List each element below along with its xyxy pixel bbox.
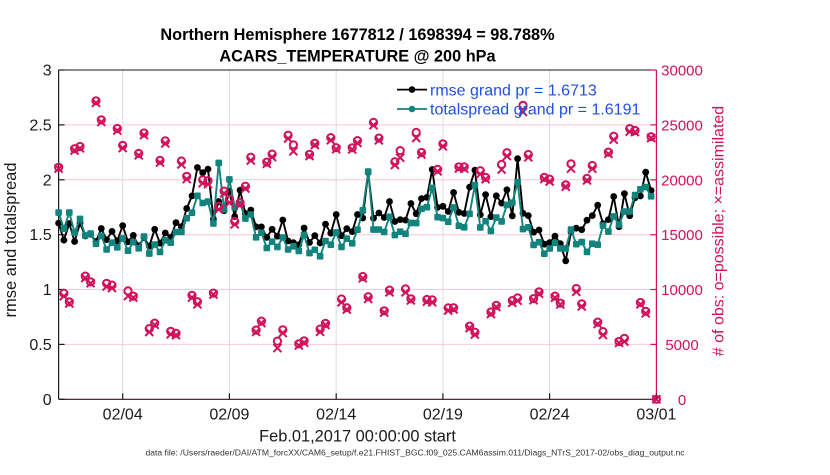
svg-text:rmse grand pr = 1.6713: rmse grand pr = 1.6713 [430, 82, 597, 99]
svg-text:totalspread grand pr = 1.6191: totalspread grand pr = 1.6191 [430, 102, 640, 119]
svg-text:20000: 20000 [661, 172, 703, 189]
svg-text:rmse and totalspread: rmse and totalspread [2, 162, 20, 317]
svg-text:0: 0 [43, 392, 52, 409]
svg-text:10000: 10000 [661, 282, 703, 299]
svg-text:Feb.01,2017 00:00:00 start: Feb.01,2017 00:00:00 start [259, 428, 456, 446]
svg-text:02/09: 02/09 [209, 406, 249, 423]
svg-text:0: 0 [678, 392, 686, 409]
svg-text:5000: 5000 [665, 337, 698, 354]
svg-text:Northern Hemisphere 1677812 /: Northern Hemisphere 1677812 / 1698394 = … [160, 26, 555, 44]
svg-text:0.5: 0.5 [29, 337, 51, 354]
svg-text:1: 1 [43, 282, 52, 299]
svg-text:3: 3 [43, 63, 52, 80]
svg-text:02/04: 02/04 [103, 406, 143, 423]
svg-text:03/01: 03/01 [636, 406, 676, 423]
svg-text:02/14: 02/14 [316, 406, 356, 423]
svg-text:data file: /Users/raeder/DAI/A: data file: /Users/raeder/DAI/ATM_forcXX/… [145, 448, 685, 458]
svg-text:15000: 15000 [661, 227, 703, 244]
svg-text:1.5: 1.5 [29, 227, 51, 244]
svg-text:30000: 30000 [661, 63, 703, 80]
svg-text:# of obs: o=possible; ×=assimi: # of obs: o=possible; ×=assimilated [711, 106, 728, 356]
svg-text:25000: 25000 [661, 118, 703, 135]
svg-text:2.5: 2.5 [29, 118, 51, 135]
svg-text:02/24: 02/24 [530, 406, 570, 423]
svg-text:ACARS_TEMPERATURE @ 200 hPa: ACARS_TEMPERATURE @ 200 hPa [219, 48, 496, 66]
svg-text:2: 2 [43, 172, 52, 189]
svg-text:02/19: 02/19 [423, 406, 463, 423]
